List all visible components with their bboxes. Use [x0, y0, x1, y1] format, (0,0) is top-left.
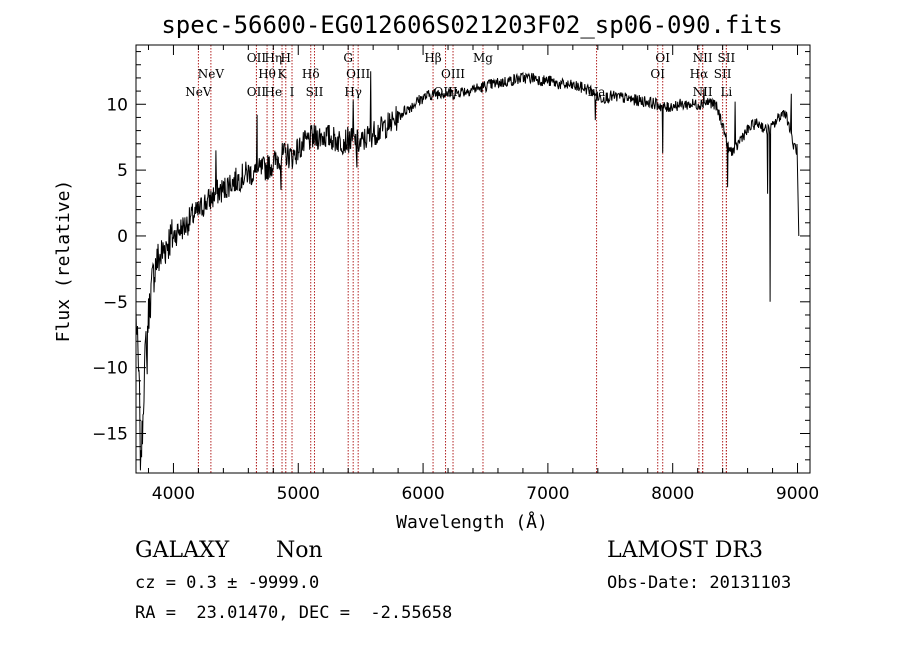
emission-line-label: Li: [720, 85, 732, 99]
emission-line-label: Hα: [690, 67, 709, 81]
emission-line-label: NII: [693, 85, 713, 99]
y-tick-label: 10: [106, 95, 128, 115]
emission-line-label: Hθ: [258, 67, 276, 81]
object-subclass: Non: [276, 538, 323, 563]
emission-line-label: SII: [306, 85, 324, 99]
y-axis-ticks: −15 −10 −5 0 5 10: [92, 51, 810, 461]
emission-line-label: OIII: [346, 67, 370, 81]
y-tick-label: 5: [117, 161, 128, 181]
y-tick-label: −15: [92, 424, 128, 444]
x-axis-ticks: 4000 5000 6000 7000 8000 9000: [147, 45, 819, 504]
emission-line-label: OI: [650, 67, 665, 81]
emission-line-label: H: [281, 51, 291, 65]
coordinates-readout: RA = 23.01470, DEC = -2.55658: [135, 603, 453, 623]
emission-line-labels: NeVNeVOIIOIIHθHηHeKHIHδSIIGHγOIIIHβOIIIO…: [185, 51, 735, 99]
redshift-readout: cz = 0.3 ± -9999.0: [135, 573, 320, 593]
emission-line-label: He: [265, 85, 283, 99]
y-tick-label: −5: [103, 293, 128, 313]
emission-line-label: Hβ: [424, 51, 441, 65]
y-tick-label: −10: [92, 359, 128, 379]
x-axis-label: Wavelength (Å): [396, 511, 548, 533]
emission-line-markers: [197, 45, 727, 473]
emission-line-label: I: [290, 85, 295, 99]
emission-line-label: Mg: [473, 51, 493, 65]
emission-line-label: Hδ: [302, 67, 320, 81]
spectrum-line: [135, 71, 800, 471]
emission-line-label: NII: [693, 51, 713, 65]
y-tick-label: 0: [117, 227, 128, 247]
emission-line-label: OII: [247, 85, 267, 99]
x-tick-label: 7000: [526, 484, 569, 504]
obs-date-readout: Obs-Date: 20131103: [607, 573, 792, 593]
x-tick-label: 4000: [152, 484, 195, 504]
emission-line-label: Hη: [264, 51, 282, 65]
emission-line-label: K: [278, 67, 288, 81]
emission-line-label: G: [343, 51, 353, 65]
emission-line-label: OII: [247, 51, 267, 65]
chart-title: spec-56600-EG012606S021203F02_sp06-090.f…: [161, 11, 782, 39]
plot-frame: [135, 44, 811, 474]
emission-line-label: Hγ: [344, 85, 362, 99]
survey-label: LAMOST DR3: [607, 538, 763, 563]
emission-line-label: SII: [718, 51, 736, 65]
emission-line-label: OI: [655, 51, 670, 65]
x-tick-label: 9000: [776, 484, 819, 504]
x-tick-label: 8000: [651, 484, 694, 504]
emission-line-label: OIII: [441, 67, 465, 81]
x-tick-label: 6000: [401, 484, 444, 504]
x-tick-label: 5000: [277, 484, 320, 504]
emission-line-label: NeV: [198, 67, 225, 81]
object-class: GALAXY: [135, 538, 230, 563]
emission-line-label: SII: [714, 67, 732, 81]
emission-line-label: NeV: [185, 85, 212, 99]
y-axis-label: Flux (relative): [53, 180, 74, 343]
